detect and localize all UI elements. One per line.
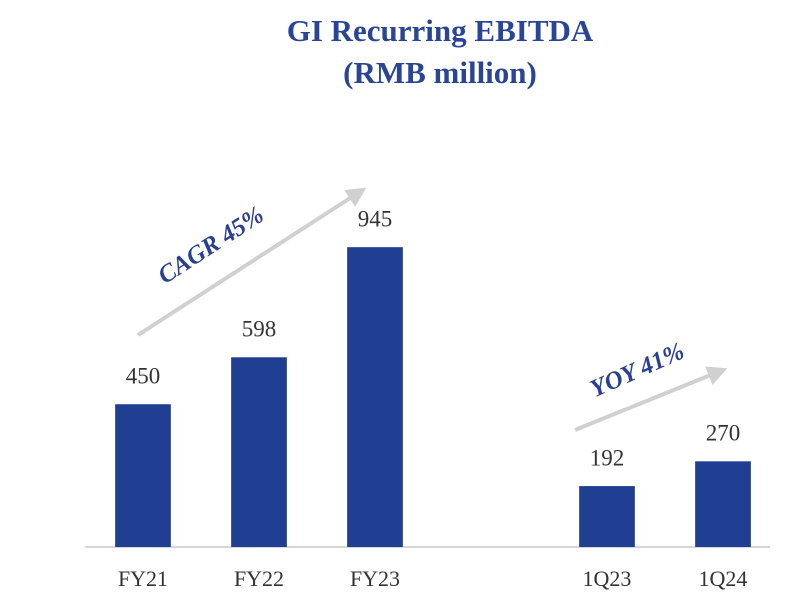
value-label: 270 [706,421,741,446]
chart-subtitle: (RMB million) [343,55,537,90]
value-label: 598 [242,317,277,342]
trend-arrow [574,366,728,432]
bar [115,404,171,547]
value-label: 192 [590,445,625,470]
chart-title: GI Recurring EBITDA [287,13,594,48]
x-tick-label: FY23 [350,566,400,591]
annotation: CAGR 45% [153,201,268,289]
trend-arrow [136,187,367,337]
value-label: 450 [126,364,161,389]
bar [231,357,287,547]
x-tick-label: 1Q23 [583,566,632,591]
value-label: 945 [358,206,393,231]
x-tick-label: FY21 [118,566,168,591]
bar [347,247,403,547]
x-tick-label: FY22 [234,566,284,591]
x-tick-label: 1Q24 [699,566,748,591]
annotation: YOY 41% [586,338,688,403]
bar [695,461,751,547]
bar [579,486,635,547]
